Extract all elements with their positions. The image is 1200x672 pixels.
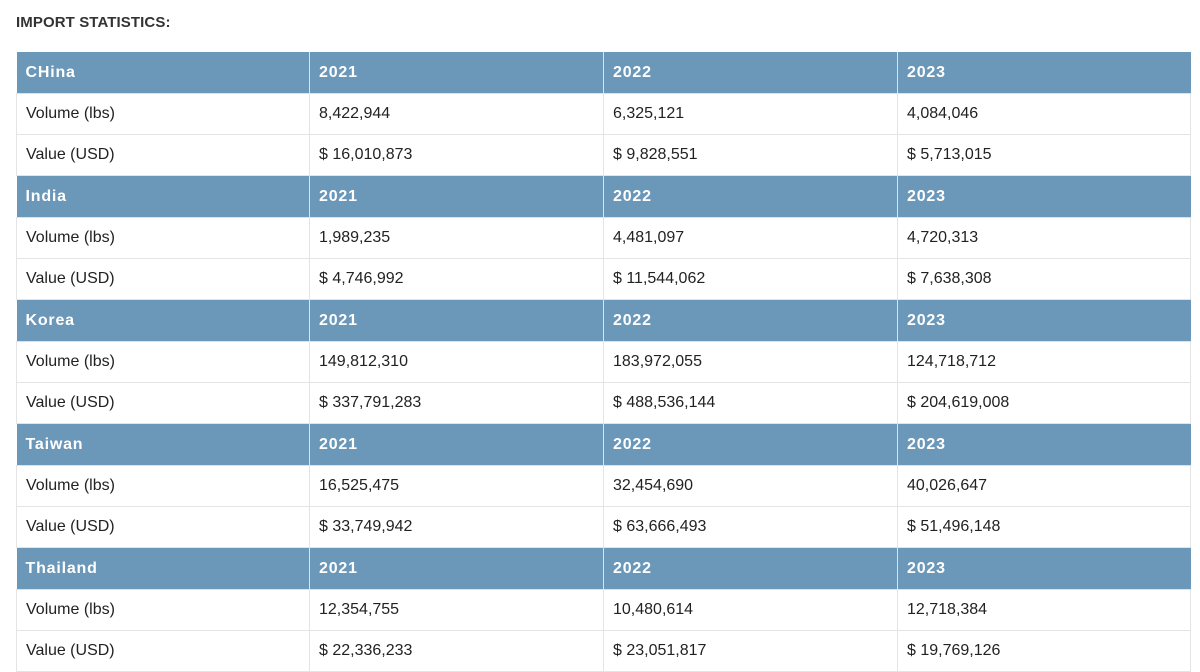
year-header: 2022	[603, 423, 898, 466]
table-cell: $ 33,749,942	[309, 506, 604, 548]
year-header: 2023	[897, 52, 1191, 94]
group-header-row: Korea 2021 2022 2023	[16, 299, 1191, 342]
table-cell: 12,354,755	[309, 589, 604, 631]
country-header: Taiwan	[16, 423, 310, 466]
table-cell: 4,084,046	[897, 93, 1191, 135]
row-label: Volume (lbs)	[16, 341, 310, 383]
country-header: CHina	[16, 52, 310, 94]
table-cell: $ 5,713,015	[897, 134, 1191, 176]
table-row: Volume (lbs) 16,525,475 32,454,690 40,02…	[16, 465, 1191, 507]
row-label: Value (USD)	[16, 382, 310, 424]
table-cell: $ 51,496,148	[897, 506, 1191, 548]
table-cell: $ 488,536,144	[603, 382, 898, 424]
table-cell: 124,718,712	[897, 341, 1191, 383]
table-cell: 8,422,944	[309, 93, 604, 135]
table-row: Value (USD) $ 16,010,873 $ 9,828,551 $ 5…	[16, 134, 1191, 176]
table-cell: $ 4,746,992	[309, 258, 604, 300]
year-header: 2022	[603, 175, 898, 218]
row-label: Value (USD)	[16, 506, 310, 548]
year-header: 2021	[309, 299, 604, 342]
table-cell: $ 7,638,308	[897, 258, 1191, 300]
group-header-row: Taiwan 2021 2022 2023	[16, 423, 1191, 466]
table-row: Value (USD) $ 33,749,942 $ 63,666,493 $ …	[16, 506, 1191, 548]
import-statistics-table: CHina 2021 2022 2023 Volume (lbs) 8,422,…	[16, 52, 1191, 672]
table-cell: 149,812,310	[309, 341, 604, 383]
table-cell: 183,972,055	[603, 341, 898, 383]
table-cell: 12,718,384	[897, 589, 1191, 631]
table-cell: $ 16,010,873	[309, 134, 604, 176]
year-header: 2021	[309, 52, 604, 94]
table-cell: 4,720,313	[897, 217, 1191, 259]
table-row: Value (USD) $ 22,336,233 $ 23,051,817 $ …	[16, 630, 1191, 672]
table-cell: 32,454,690	[603, 465, 898, 507]
table-cell: 16,525,475	[309, 465, 604, 507]
table-cell: $ 9,828,551	[603, 134, 898, 176]
year-header: 2023	[897, 299, 1191, 342]
table-row: Value (USD) $ 337,791,283 $ 488,536,144 …	[16, 382, 1191, 424]
year-header: 2021	[309, 547, 604, 590]
table-cell: $ 63,666,493	[603, 506, 898, 548]
row-label: Value (USD)	[16, 134, 310, 176]
table-cell: $ 19,769,126	[897, 630, 1191, 672]
year-header: 2023	[897, 175, 1191, 218]
table-row: Volume (lbs) 12,354,755 10,480,614 12,71…	[16, 589, 1191, 631]
year-header: 2023	[897, 423, 1191, 466]
year-header: 2022	[603, 299, 898, 342]
year-header: 2022	[603, 547, 898, 590]
row-label: Volume (lbs)	[16, 93, 310, 135]
table-cell: 10,480,614	[603, 589, 898, 631]
row-label: Volume (lbs)	[16, 217, 310, 259]
table-row: Volume (lbs) 1,989,235 4,481,097 4,720,3…	[16, 217, 1191, 259]
table-cell: 4,481,097	[603, 217, 898, 259]
table-row: Value (USD) $ 4,746,992 $ 11,544,062 $ 7…	[16, 258, 1191, 300]
row-label: Value (USD)	[16, 630, 310, 672]
country-header: Korea	[16, 299, 310, 342]
table-cell: 6,325,121	[603, 93, 898, 135]
group-header-row: CHina 2021 2022 2023	[16, 52, 1191, 94]
year-header: 2022	[603, 52, 898, 94]
row-label: Volume (lbs)	[16, 465, 310, 507]
table-cell: 40,026,647	[897, 465, 1191, 507]
table-cell: $ 204,619,008	[897, 382, 1191, 424]
year-header: 2021	[309, 423, 604, 466]
group-header-row: Thailand 2021 2022 2023	[16, 547, 1191, 590]
row-label: Value (USD)	[16, 258, 310, 300]
year-header: 2021	[309, 175, 604, 218]
table-cell: $ 22,336,233	[309, 630, 604, 672]
table-row: Volume (lbs) 149,812,310 183,972,055 124…	[16, 341, 1191, 383]
group-header-row: India 2021 2022 2023	[16, 175, 1191, 218]
table-cell: $ 11,544,062	[603, 258, 898, 300]
table-cell: $ 23,051,817	[603, 630, 898, 672]
year-header: 2023	[897, 547, 1191, 590]
row-label: Volume (lbs)	[16, 589, 310, 631]
country-header: Thailand	[16, 547, 310, 590]
table-cell: $ 337,791,283	[309, 382, 604, 424]
section-title: IMPORT STATISTICS:	[16, 14, 171, 31]
table-row: Volume (lbs) 8,422,944 6,325,121 4,084,0…	[16, 93, 1191, 135]
table-cell: 1,989,235	[309, 217, 604, 259]
country-header: India	[16, 175, 310, 218]
